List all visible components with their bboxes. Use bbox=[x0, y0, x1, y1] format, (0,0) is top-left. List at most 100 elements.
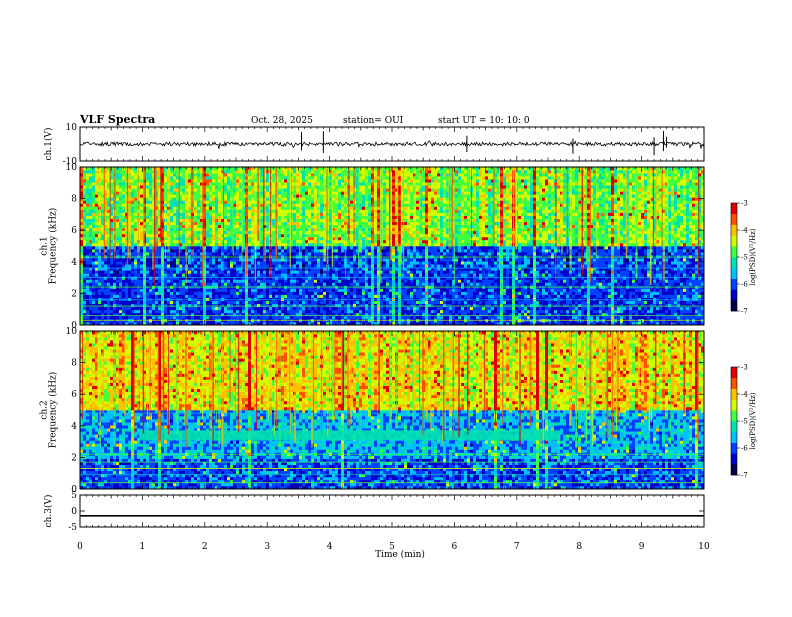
spectrogram-cell bbox=[188, 295, 191, 298]
spectrogram-cell bbox=[284, 185, 287, 188]
spectrogram-cell bbox=[215, 176, 218, 179]
spectrogram-cell bbox=[245, 292, 248, 295]
spectrogram-cell bbox=[179, 310, 182, 313]
spectrogram-cell bbox=[302, 176, 305, 179]
spectrogram-cell bbox=[119, 173, 122, 176]
spectrogram-cell bbox=[110, 270, 113, 273]
spectrogram-cell bbox=[119, 170, 122, 173]
spectrogram-cell bbox=[302, 231, 305, 234]
spectrogram-cell bbox=[170, 200, 173, 203]
spectrogram-cell bbox=[335, 237, 338, 240]
spectrogram-cell bbox=[116, 243, 119, 246]
spectrogram-cell bbox=[281, 219, 284, 222]
spectrogram-cell bbox=[347, 264, 350, 267]
spectrogram-cell bbox=[266, 173, 269, 176]
spectrogram-cell bbox=[140, 203, 143, 206]
spectrogram-cell bbox=[194, 179, 197, 182]
spectrogram-cell bbox=[248, 219, 251, 222]
spectrogram-cell bbox=[215, 289, 218, 292]
spectrogram-cell bbox=[338, 222, 341, 225]
spectrogram-cell bbox=[236, 203, 239, 206]
spectrogram-cell bbox=[317, 295, 320, 298]
spectrogram-cell bbox=[302, 295, 305, 298]
spectrogram-cell bbox=[95, 222, 98, 225]
spectrogram-cell bbox=[92, 234, 95, 237]
spectrogram-cell bbox=[278, 246, 281, 249]
spectrogram-cell bbox=[143, 279, 146, 282]
spectrogram-cell bbox=[182, 289, 185, 292]
spectrogram-cell bbox=[272, 207, 275, 210]
spectrogram-cell bbox=[287, 307, 290, 310]
spectrogram-cell bbox=[329, 276, 332, 279]
spectrogram-cell bbox=[140, 197, 143, 200]
spectrogram-cell bbox=[155, 258, 158, 261]
spectrogram-cell bbox=[83, 197, 86, 200]
spectrogram-cell bbox=[116, 252, 119, 255]
spectrogram-cell bbox=[227, 194, 230, 197]
spectrogram-cell bbox=[137, 258, 140, 261]
spectrogram-cell bbox=[131, 264, 134, 267]
spectrogram-cell bbox=[266, 295, 269, 298]
spectrogram-cell bbox=[230, 289, 233, 292]
spectrogram-cell bbox=[197, 188, 200, 191]
spectrogram-cell bbox=[173, 273, 176, 276]
spectrogram-cell bbox=[152, 301, 155, 304]
spectrogram-cell bbox=[110, 276, 113, 279]
spectrogram-cell bbox=[209, 246, 212, 249]
spectrogram-cell bbox=[92, 249, 95, 252]
spectrogram-cell bbox=[209, 237, 212, 240]
spectrogram-cell bbox=[311, 188, 314, 191]
spectrogram-cell bbox=[320, 289, 323, 292]
spectrogram-cell bbox=[146, 194, 149, 197]
spectrogram-cell bbox=[245, 310, 248, 313]
spectrogram-cell bbox=[137, 307, 140, 310]
spectrogram-cell bbox=[296, 243, 299, 246]
spectrogram-cell bbox=[203, 301, 206, 304]
spectrogram-cell bbox=[197, 216, 200, 219]
spectrogram-cell bbox=[173, 182, 176, 185]
spectrogram-cell bbox=[209, 249, 212, 252]
spectrogram-cell bbox=[293, 243, 296, 246]
spectrogram-cell bbox=[218, 279, 221, 282]
spectrogram-cell bbox=[275, 301, 278, 304]
spectrogram-cell bbox=[248, 292, 251, 295]
spectrogram-cell bbox=[200, 292, 203, 295]
spectrogram-cell bbox=[242, 258, 245, 261]
spectrogram-cell bbox=[143, 282, 146, 285]
spectrogram-cell bbox=[188, 207, 191, 210]
spectrogram-cell bbox=[350, 231, 353, 234]
spectrogram-cell bbox=[266, 258, 269, 261]
spectrogram-cell bbox=[164, 282, 167, 285]
spectrogram-cell bbox=[95, 273, 98, 276]
spectrogram-cell bbox=[218, 237, 221, 240]
spectrogram-cell bbox=[92, 207, 95, 210]
spectrogram-cell bbox=[146, 282, 149, 285]
spectrogram-cell bbox=[173, 228, 176, 231]
spectrogram-cell bbox=[95, 237, 98, 240]
spectrogram-cell bbox=[86, 246, 89, 249]
spectrogram-cell bbox=[146, 207, 149, 210]
spectrogram-cell bbox=[92, 194, 95, 197]
spectrogram-cell bbox=[134, 216, 137, 219]
spectrogram-cell bbox=[302, 188, 305, 191]
spectrogram-cell bbox=[236, 307, 239, 310]
spectrogram-cell bbox=[119, 225, 122, 228]
spectrogram-cell bbox=[311, 273, 314, 276]
spectrogram-cell bbox=[161, 289, 164, 292]
spectrogram-cell bbox=[314, 289, 317, 292]
spectrogram-cell bbox=[314, 200, 317, 203]
spectrogram-cell bbox=[227, 261, 230, 264]
spectrogram-cell bbox=[278, 197, 281, 200]
spectrogram-cell bbox=[284, 304, 287, 307]
spectrogram-cell bbox=[257, 261, 260, 264]
spectrogram-cell bbox=[140, 231, 143, 234]
spectrogram-cell bbox=[269, 295, 272, 298]
spectrogram-cell bbox=[281, 279, 284, 282]
spectrogram-cell bbox=[86, 222, 89, 225]
spectrogram-cell bbox=[188, 246, 191, 249]
spectrogram-cell bbox=[197, 210, 200, 213]
spectrogram-cell bbox=[257, 276, 260, 279]
spectrogram-cell bbox=[326, 316, 329, 319]
spectrogram-cell bbox=[350, 316, 353, 319]
spectrogram-cell bbox=[155, 276, 158, 279]
